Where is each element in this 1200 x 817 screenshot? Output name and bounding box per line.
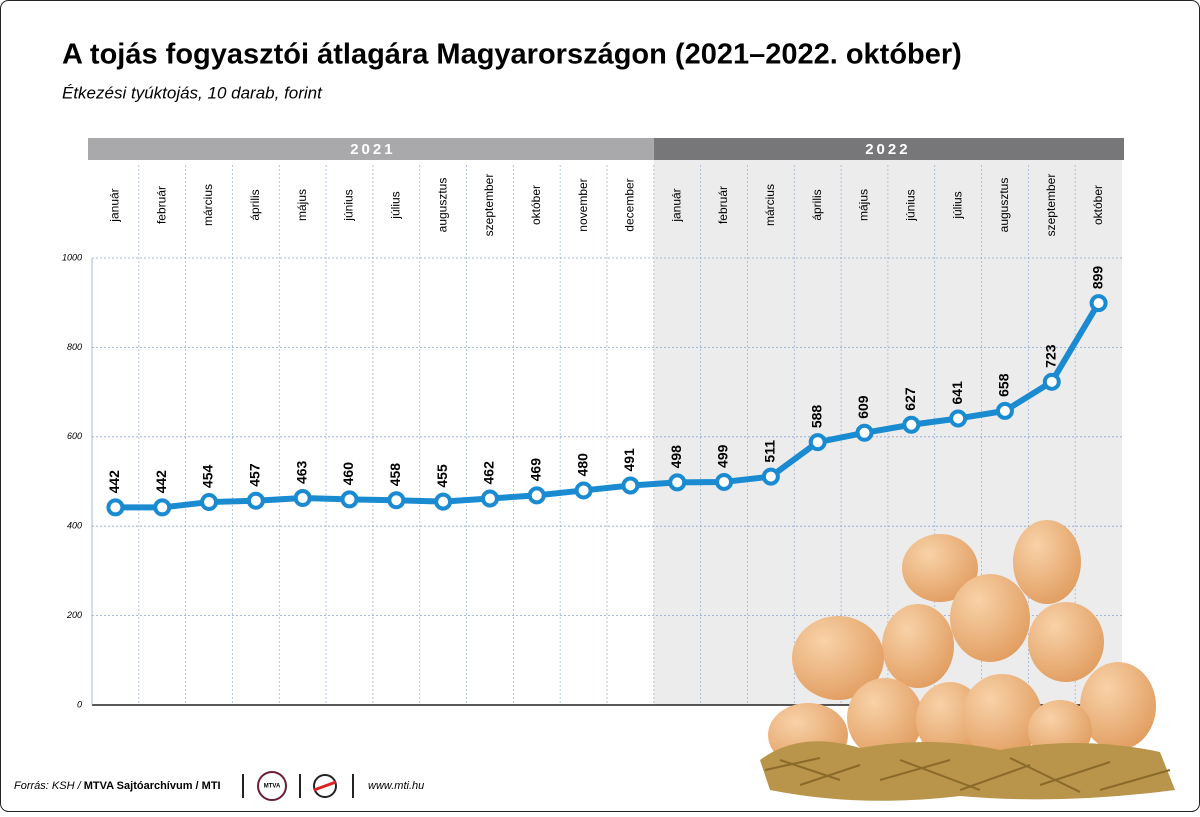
logo-text: MTVA [264, 784, 281, 790]
value-label: 457 [247, 463, 263, 487]
value-label: 511 [762, 440, 778, 463]
x-tick-label: szeptember [1044, 174, 1058, 237]
y-tick-label: 1000 [62, 252, 82, 262]
point [1042, 372, 1061, 391]
x-tick-label: március [201, 184, 215, 226]
logo [257, 771, 287, 801]
point [668, 473, 687, 492]
value-label: 627 [902, 387, 918, 411]
source: Forrás: KSH / MTVA Sajtóarchívum / MTI [14, 780, 221, 792]
value-label: 460 [340, 462, 356, 486]
value-label: 462 [481, 461, 497, 485]
point [106, 498, 125, 517]
x-tick-label: november [576, 178, 590, 231]
value-label: 491 [621, 448, 637, 472]
x-tick-label: március [763, 184, 777, 226]
value-label: 463 [293, 460, 309, 484]
value-label: 458 [387, 463, 403, 487]
point [527, 486, 546, 505]
value-label: 442 [106, 470, 122, 494]
point [855, 423, 874, 442]
value-label: 480 [574, 453, 590, 477]
chart-title: A tojás fogyasztói átlagára Magyarország… [62, 39, 962, 71]
point [621, 476, 640, 495]
x-tick-label: január [669, 188, 683, 222]
point [387, 491, 406, 510]
value-label: 442 [153, 470, 169, 494]
point [200, 493, 219, 512]
point [902, 415, 921, 434]
point [1089, 294, 1108, 313]
y-tick-label: 200 [66, 610, 82, 620]
y-tick-label: 600 [67, 431, 82, 441]
point [434, 492, 453, 511]
plot: 2021 2022 0 200 400 600 800 1000 január február má… [62, 138, 1124, 709]
x-tick-label: január [108, 188, 122, 222]
x-tick-label: szeptember [482, 174, 496, 237]
x-tick-label: július [950, 191, 964, 219]
point [480, 489, 499, 508]
value-label: 641 [949, 381, 965, 405]
point [340, 490, 359, 509]
x-tick-label: október [1091, 185, 1105, 225]
logo [313, 774, 337, 798]
x-tick-label: június [903, 189, 917, 221]
group-label: 2021 [350, 141, 395, 158]
y-tick-label: 400 [67, 521, 82, 531]
value-label: 469 [527, 458, 543, 482]
x-tick-label: február [154, 186, 168, 224]
point [153, 498, 172, 517]
x-tick-label: december [623, 178, 637, 231]
point [715, 472, 734, 491]
value-label: 588 [808, 405, 824, 429]
point [995, 401, 1014, 420]
value-label: 609 [855, 395, 871, 419]
point [293, 489, 312, 508]
eggs [760, 520, 1175, 801]
x-tick-label: október [529, 185, 543, 225]
x-tick-label: július [388, 191, 402, 219]
source-bold: MTVA Sajtóarchívum / MTI [84, 780, 221, 792]
point [246, 491, 265, 510]
group-band [653, 138, 1124, 160]
x-tick-label: augusztus [435, 178, 449, 233]
x-tick-label: február [716, 186, 730, 224]
value-label: 455 [434, 464, 450, 488]
x-tick-label: augusztus [997, 178, 1011, 233]
footer: Forrás: KSH / MTVA Sajtóarchívum / MTI M… [14, 771, 424, 801]
y-tick-label: 0 [77, 699, 82, 709]
x-tick-label: április [248, 189, 262, 220]
x-tick-label: április [810, 189, 824, 220]
url: www.mti.hu [368, 780, 424, 792]
logo-mark [313, 780, 337, 792]
value-label: 658 [996, 373, 1012, 397]
point [761, 467, 780, 486]
x-tick-label: június [342, 189, 356, 221]
value-label: 499 [715, 444, 731, 468]
value-label: 723 [1042, 344, 1058, 368]
group-label: 2022 [865, 141, 910, 158]
x-tick-label: május [857, 189, 871, 221]
point [949, 409, 968, 428]
value-label: 498 [668, 445, 684, 469]
chart-subtitle: Étkezési tyúktojás, 10 darab, forint [62, 83, 323, 102]
value-label: 454 [200, 464, 216, 488]
line [115, 301, 1102, 511]
source-prefix: Forrás: KSH / [14, 780, 82, 792]
value-label: 899 [1089, 266, 1105, 290]
x-tick-label: május [295, 189, 309, 221]
y-tick-label: 800 [67, 342, 82, 352]
point [574, 481, 593, 500]
group-band [88, 138, 654, 160]
point [808, 433, 827, 452]
